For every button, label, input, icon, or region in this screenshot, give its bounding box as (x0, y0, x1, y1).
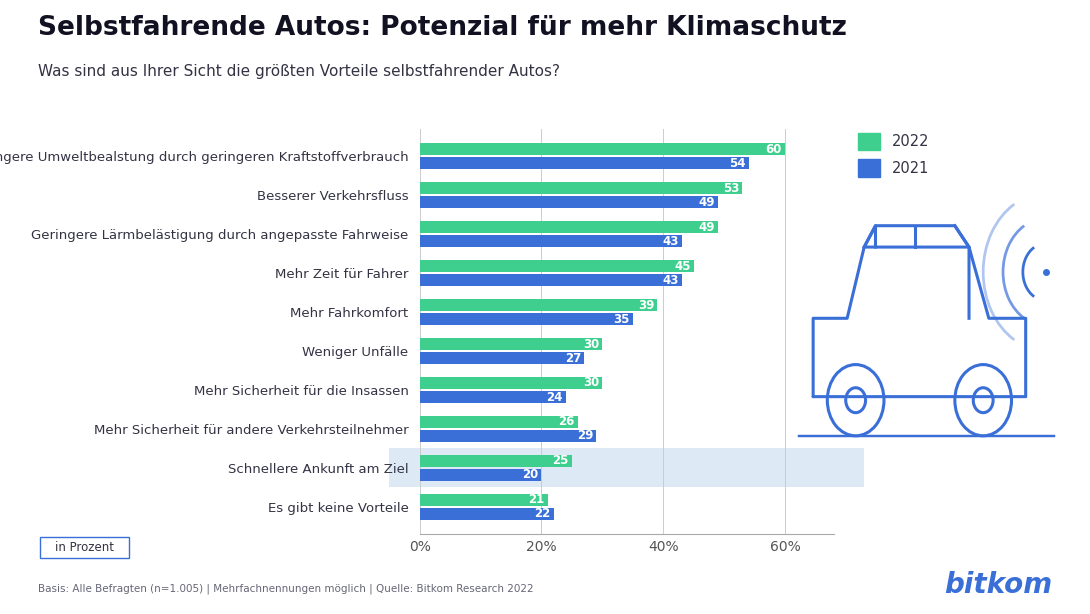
Text: 49: 49 (699, 220, 715, 234)
Bar (420, 508, 554, 520)
Bar (420, 338, 603, 350)
Bar (420, 260, 693, 273)
Bar (420, 455, 572, 467)
Text: 22: 22 (534, 507, 550, 521)
Bar (420, 468, 542, 481)
Bar (420, 182, 742, 195)
Text: bitkom: bitkom (944, 570, 1052, 599)
Bar (420, 299, 657, 311)
Bar (420, 352, 584, 364)
Text: 43: 43 (662, 235, 679, 247)
Text: Basis: Alle Befragten (n=1.005) | Mehrfachnennungen möglich | Quelle: Bitkom Res: Basis: Alle Befragten (n=1.005) | Mehrfa… (38, 584, 534, 594)
Bar (389, 448, 864, 488)
Text: 24: 24 (546, 391, 562, 403)
Text: 27: 27 (565, 352, 581, 365)
Legend: 2022, 2021: 2022, 2021 (853, 128, 933, 181)
Text: 26: 26 (558, 416, 576, 429)
Bar (420, 157, 749, 169)
Bar (420, 196, 718, 208)
Bar (420, 391, 566, 403)
Text: 35: 35 (614, 313, 630, 325)
Text: in Prozent: in Prozent (54, 540, 114, 554)
Bar (420, 416, 578, 428)
Bar (420, 221, 718, 233)
Text: Was sind aus Ihrer Sicht die größten Vorteile selbstfahrender Autos?: Was sind aus Ihrer Sicht die größten Vor… (38, 64, 560, 79)
Bar (420, 235, 681, 247)
FancyBboxPatch shape (40, 537, 129, 558)
Bar (420, 313, 633, 325)
Text: 30: 30 (583, 338, 600, 351)
Text: 29: 29 (577, 429, 593, 443)
Text: Selbstfahrende Autos: Potenzial für mehr Klimaschutz: Selbstfahrende Autos: Potenzial für mehr… (38, 15, 847, 41)
Text: 30: 30 (583, 376, 600, 389)
Bar (420, 377, 603, 389)
Text: 20: 20 (522, 468, 538, 481)
Text: 25: 25 (553, 454, 569, 467)
Text: 45: 45 (675, 260, 691, 273)
Bar (420, 430, 596, 442)
Text: 53: 53 (723, 182, 739, 195)
Bar (420, 274, 681, 286)
Text: 54: 54 (729, 157, 746, 169)
Text: 39: 39 (638, 298, 654, 311)
Text: 21: 21 (529, 494, 545, 507)
Text: 49: 49 (699, 196, 715, 209)
Bar (420, 494, 547, 506)
Text: 60: 60 (765, 142, 783, 156)
Bar (420, 143, 785, 155)
Text: 43: 43 (662, 274, 679, 287)
